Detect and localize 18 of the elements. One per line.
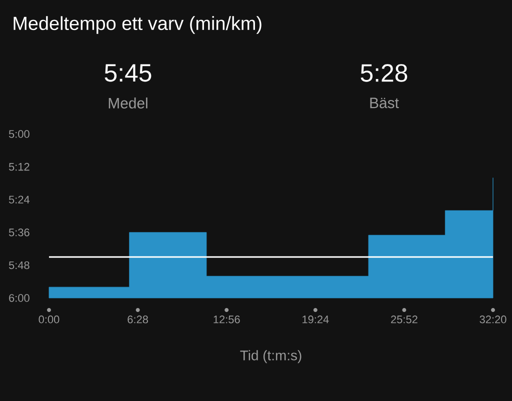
text: Medel bbox=[108, 98, 148, 108]
text: 5:28 bbox=[360, 64, 408, 82]
x-tick-label: 19:24 bbox=[302, 316, 329, 324]
y-tick-label: 5:24 bbox=[8, 196, 30, 204]
x-tick-label: 6:28 bbox=[128, 316, 148, 324]
x-axis-title: Tid (t:m:s) bbox=[240, 350, 302, 364]
y-tick-label: 5:12 bbox=[8, 162, 30, 171]
text: 5:45 bbox=[104, 64, 152, 82]
x-tick-label: 25:52 bbox=[391, 316, 418, 324]
y-tick-label: 5:00 bbox=[8, 130, 30, 138]
y-tick-label: 6:00 bbox=[9, 294, 30, 302]
x-tick-label: 0:00 bbox=[38, 316, 60, 324]
y-tick-label: 5:48 bbox=[8, 261, 30, 270]
x-tick-label: 12:56 bbox=[214, 316, 240, 324]
x-tick-label: 32:20 bbox=[480, 316, 506, 324]
chart-title: Medeltempo ett varv (min/km) bbox=[14, 16, 262, 34]
text: Bäst bbox=[370, 98, 399, 108]
y-tick-label: 5:36 bbox=[8, 228, 30, 236]
